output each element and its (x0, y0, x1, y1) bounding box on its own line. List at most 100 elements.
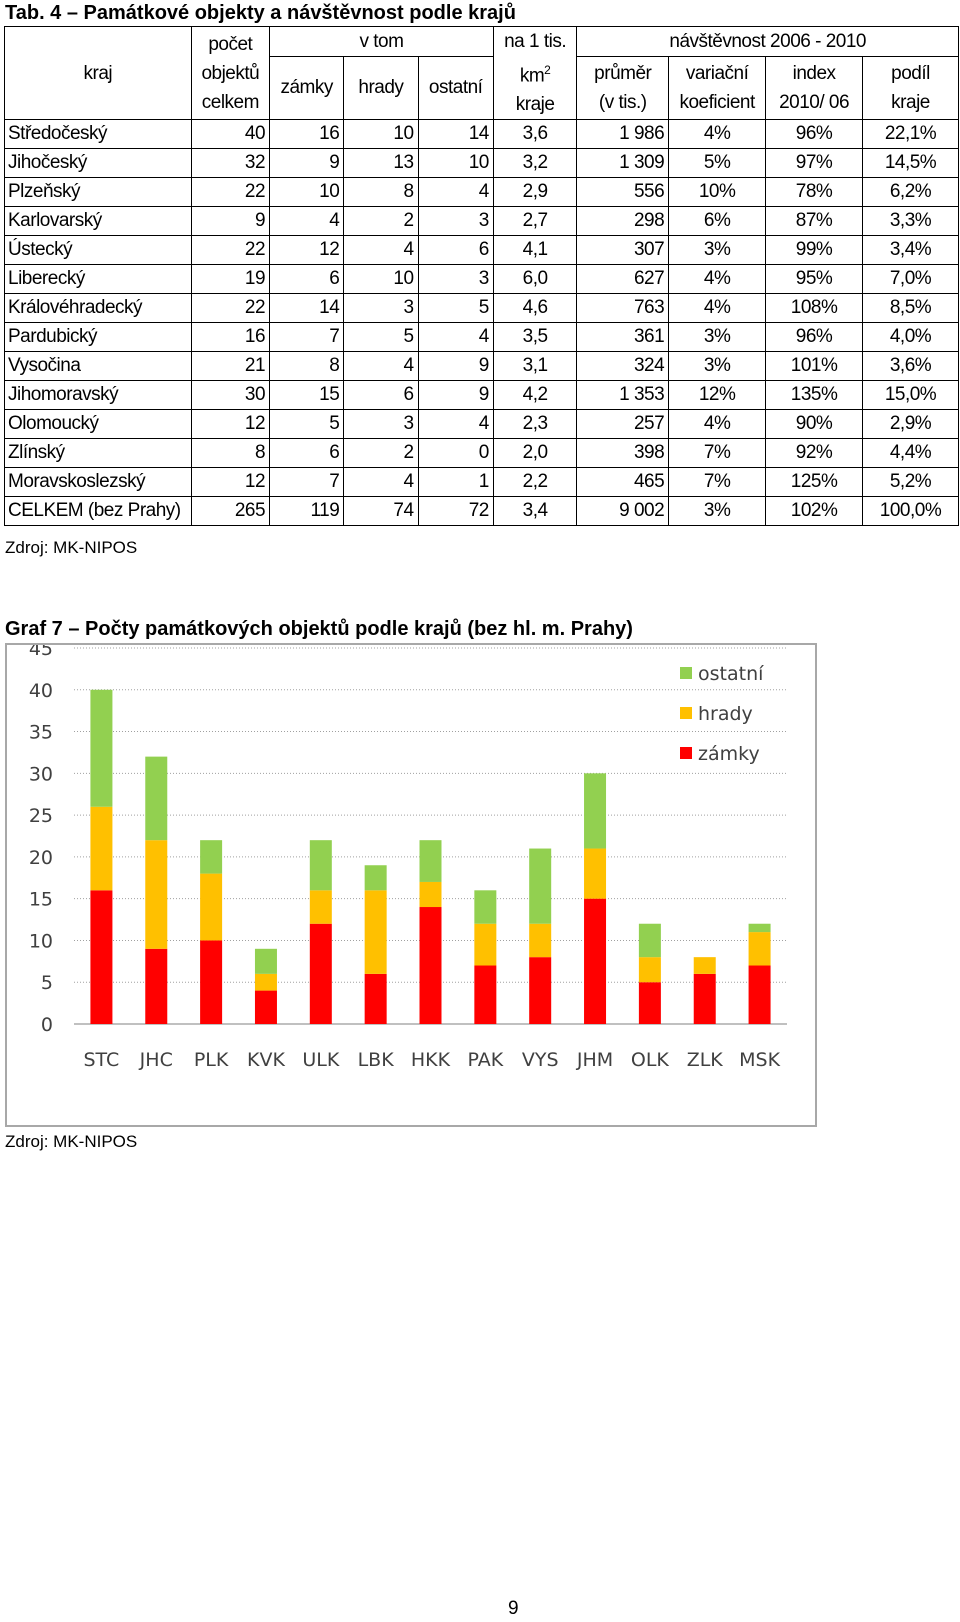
value-cell: 8,5% (862, 293, 959, 324)
bar-segment-VYS-hrady (529, 923, 552, 958)
value-cell: 3,6% (862, 351, 959, 382)
table-row: CELKEM (bez Prahy) 265 119 74 72 3,4 9 002 3% 10… (4, 496, 959, 527)
value-cell: 74 (343, 496, 419, 527)
table-row: Jihočeský 32 9 13 10 3,2 1 309 5% 97% 14,5% (4, 148, 959, 179)
value-cell: 4 (417, 322, 494, 353)
value-cell: 21 (190, 351, 271, 382)
x-tick-label: VYS (522, 1049, 559, 1071)
value-cell: 108% (765, 293, 864, 324)
header-podil: podíl kraje (862, 55, 959, 121)
header-kraj: kraj (4, 25, 192, 121)
value-cell: 2,0 (492, 438, 578, 469)
value-cell: 16 (269, 119, 345, 150)
value-cell: 92% (765, 438, 864, 469)
bar-segment-KVK-ostatní (254, 948, 277, 974)
region-name-cell: Plzeňský (4, 177, 192, 208)
value-cell: 3,3% (862, 206, 959, 237)
value-cell: 6 (417, 235, 494, 266)
value-cell: 4,1 (492, 235, 578, 266)
header-variacni: variační koeficient (668, 55, 767, 121)
bar-segment-JHM-ostatní (584, 773, 607, 849)
value-cell: 7% (668, 438, 767, 469)
value-cell: 8 (269, 351, 345, 382)
x-tick-label: ZLK (687, 1049, 724, 1071)
value-cell: 1 (417, 467, 494, 498)
value-cell: 6 (269, 438, 345, 469)
value-cell: 12 (269, 235, 345, 266)
bar-segment-ULK-zámky (309, 923, 332, 1024)
value-cell: 4,6 (492, 293, 578, 324)
value-cell: 30 (190, 380, 271, 411)
value-cell: 4,0% (862, 322, 959, 353)
bar-segment-PAK-zámky (474, 965, 497, 1024)
value-cell: 324 (576, 351, 670, 382)
page-number: 9 (508, 1598, 519, 1619)
value-cell: 4% (668, 119, 767, 150)
y-tick-label: 30 (29, 763, 53, 785)
value-cell: 14 (269, 293, 345, 324)
x-tick-label: PAK (467, 1049, 503, 1071)
bar-segment-KVK-zámky (254, 990, 277, 1024)
legend-label: zámky (698, 743, 760, 765)
bar-segment-JHC-ostatní (145, 756, 168, 841)
chart-frame: 0 5 10 15 20 25 30 35 40 45 STC JHC PLK KVK ULK LBK HKK P… (5, 643, 817, 1127)
value-cell: 2,2 (492, 467, 578, 498)
value-cell: 12 (190, 467, 271, 498)
value-cell: 14 (417, 119, 494, 150)
x-tick-label: OLK (631, 1049, 670, 1071)
value-cell: 2,7 (492, 206, 578, 237)
value-cell: 95% (765, 264, 864, 295)
value-cell: 119 (269, 496, 345, 527)
header-v-tom: v tom (269, 26, 494, 57)
table-row: Vysočina 21 8 4 9 3,1 324 3% 101% 3,6% (4, 351, 959, 382)
value-cell: 3,5 (492, 322, 578, 353)
bar-segment-STC-ostatní (90, 689, 113, 807)
table-body: Středočeský 40 16 10 14 3,6 1 986 4% 96% 22,1% Jih… (4, 119, 959, 527)
value-cell: 2 (343, 438, 419, 469)
value-cell: 4 (343, 235, 419, 266)
value-cell: 97% (765, 148, 864, 179)
value-cell: 6,2% (862, 177, 959, 208)
region-name-cell: Královéhradecký (4, 293, 192, 324)
value-cell: 4,2 (492, 380, 578, 411)
table-row: Královéhradecký 22 14 3 5 4,6 763 4% 108% 8,5% (4, 293, 959, 324)
value-cell: 135% (765, 380, 864, 411)
value-cell: 101% (765, 351, 864, 382)
value-cell: 15 (269, 380, 345, 411)
table-row: Pardubický 16 7 5 4 3,5 361 3% 96% 4,0% (4, 322, 959, 353)
value-cell: 78% (765, 177, 864, 208)
value-cell: 3% (668, 351, 767, 382)
value-cell: 298 (576, 206, 670, 237)
bar-segment-ZLK-hrady (693, 957, 716, 974)
region-name-cell: Ústecký (4, 235, 192, 266)
region-name-cell: Jihočeský (4, 148, 192, 179)
chart-title: Graf 7 – Počty památkových objektů podle… (5, 618, 633, 640)
table-row: Ústecký 22 12 4 6 4,1 307 3% 99% 3,4% (4, 235, 959, 266)
value-cell: 9 (417, 351, 494, 382)
x-tick-label: MSK (739, 1049, 780, 1071)
stacked-bar-chart: 0 5 10 15 20 25 30 35 40 45 STC JHC PLK KVK ULK LBK HKK P… (29, 645, 787, 1071)
region-name-cell: Pardubický (4, 322, 192, 353)
y-tick-label: 10 (29, 930, 53, 952)
value-cell: 14,5% (862, 148, 959, 179)
value-cell: 10 (343, 264, 419, 295)
legend-label: ostatní (698, 663, 764, 685)
x-tick-label: STC (84, 1049, 120, 1071)
value-cell: 96% (765, 322, 864, 353)
value-cell: 102% (765, 496, 864, 527)
value-cell: 465 (576, 467, 670, 498)
value-cell: 2 (343, 206, 419, 237)
legend-swatch (680, 747, 692, 759)
value-cell: 265 (190, 496, 271, 527)
bar-segment-JHM-hrady (584, 848, 607, 899)
value-cell: 3 (417, 206, 494, 237)
header-pocet: počet objektů celkem (190, 25, 271, 121)
table-title: Tab. 4 – Památkové objekty a návštěvnost… (5, 2, 516, 24)
value-cell: 4 (417, 177, 494, 208)
value-cell: 6,0 (492, 264, 578, 295)
table-row: Moravskoslezský 12 7 4 1 2,2 465 7% 125% 5,2% (4, 467, 959, 498)
header-zamky: zámky (269, 55, 345, 121)
bar-segment-OLK-zámky (638, 982, 661, 1024)
bar-segment-LBK-zámky (364, 973, 387, 1024)
value-cell: 16 (190, 322, 271, 353)
